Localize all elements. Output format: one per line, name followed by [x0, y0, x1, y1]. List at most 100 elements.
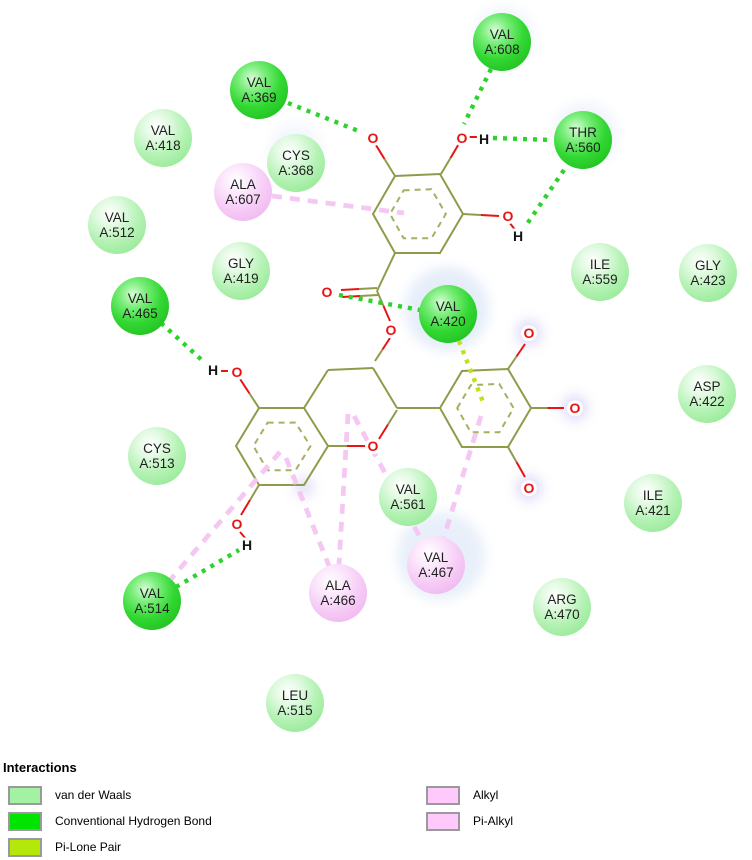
residue-thr-a560[interactable]: THR A:560 — [554, 111, 612, 169]
interactions-legend: Interactions van der Waals Conventional H… — [0, 757, 752, 857]
atom-o[interactable]: O — [229, 361, 246, 383]
residue-val-a465[interactable]: VAL A:465 — [111, 277, 169, 335]
solvent-halo — [562, 395, 588, 421]
hydrogen-bond-line — [159, 321, 206, 364]
atom-o[interactable]: O — [500, 205, 517, 227]
bond — [303, 369, 329, 409]
bond — [376, 252, 396, 292]
residue-label: VAL A:465 — [122, 291, 157, 321]
residue-cys-a368[interactable]: CYS A:368 — [267, 134, 325, 192]
hydrogen-bond-line — [174, 548, 241, 589]
legend-label: Pi-Alkyl — [473, 814, 514, 828]
atom-o[interactable]: O — [319, 281, 336, 303]
bond — [239, 531, 247, 540]
residue-label: ILE A:559 — [582, 257, 617, 287]
benzene-ring — [371, 172, 465, 254]
residue-label: ALA A:466 — [320, 578, 355, 608]
residue-label: CYS A:513 — [139, 441, 174, 471]
residue-cys-a513[interactable]: CYS A:513 — [128, 427, 186, 485]
legend-column-left: van der Waals Conventional Hydrogen Bond P… — [0, 782, 212, 860]
residue-label: GLY A:419 — [223, 256, 258, 286]
legend-item: Alkyl — [418, 782, 513, 808]
residue-val-a561[interactable]: VAL A:561 — [379, 468, 437, 526]
bond — [378, 423, 389, 440]
bond — [515, 343, 526, 358]
bond — [508, 221, 517, 232]
atom-h[interactable]: H — [510, 225, 526, 247]
atom-h[interactable]: H — [239, 534, 255, 556]
atom-o[interactable]: O — [383, 319, 400, 341]
legend-item: van der Waals — [0, 782, 212, 808]
alkyl-interaction-line — [441, 415, 484, 538]
legend-title: Interactions — [3, 760, 77, 775]
residue-leu-a515[interactable]: LEU A:515 — [266, 674, 324, 732]
residue-ala-a607[interactable]: ALA A:607 — [214, 163, 272, 221]
residue-ile-a421[interactable]: ILE A:421 — [624, 474, 682, 532]
residue-val-a418[interactable]: VAL A:418 — [134, 109, 192, 167]
bond — [480, 214, 500, 217]
residue-arg-a470[interactable]: ARG A:470 — [533, 578, 591, 636]
residue-label: VAL A:514 — [134, 586, 170, 616]
bond — [372, 367, 398, 409]
legend-swatch — [426, 785, 460, 805]
legend-item: Conventional Hydrogen Bond — [0, 808, 212, 834]
bond — [381, 337, 391, 351]
atom-o[interactable]: O — [521, 477, 538, 499]
solvent-halo — [516, 320, 542, 346]
atom-o[interactable]: O — [365, 435, 382, 457]
alkyl-interaction-line — [271, 193, 405, 216]
alkyl-interaction-line — [169, 450, 282, 581]
atom-h[interactable]: H — [205, 359, 221, 381]
residue-label: VAL A:561 — [390, 482, 425, 512]
residue-val-a420[interactable]: VAL A:420 — [419, 285, 477, 343]
legend-label: Pi-Lone Pair — [55, 840, 122, 854]
aromatic-inner-ring — [388, 188, 447, 240]
bond — [507, 355, 518, 370]
alkyl-interaction-line — [283, 457, 332, 567]
bond — [382, 305, 391, 322]
atom-o[interactable]: O — [454, 127, 471, 149]
residue-val-a514[interactable]: VAL A:514 — [123, 572, 181, 630]
residue-ala-a466[interactable]: ALA A:466 — [309, 564, 367, 622]
residue-val-a369[interactable]: VAL A:369 — [230, 61, 288, 119]
legend-column-right: Alkyl Pi-Alkyl — [418, 782, 513, 834]
residue-gly-a423[interactable]: GLY A:423 — [679, 244, 737, 302]
legend-swatch — [8, 785, 42, 805]
bond — [327, 367, 374, 371]
atom-h[interactable]: H — [476, 128, 492, 150]
legend-swatch — [8, 837, 42, 857]
atom-o[interactable]: O — [567, 397, 584, 419]
bond — [383, 158, 396, 177]
bond — [240, 499, 251, 516]
bond — [239, 378, 251, 395]
residue-label: CYS A:368 — [278, 148, 313, 178]
legend-swatch — [426, 811, 460, 831]
residue-label: VAL A:420 — [430, 299, 465, 329]
residue-gly-a419[interactable]: GLY A:419 — [212, 242, 270, 300]
hydrogen-bond-line — [525, 168, 566, 226]
legend-label: van der Waals — [55, 788, 132, 802]
residue-label: VAL A:418 — [145, 123, 180, 153]
legend-swatch — [8, 811, 42, 831]
residue-ile-a559[interactable]: ILE A:559 — [571, 243, 629, 301]
benzene-ring — [234, 407, 330, 486]
legend-item: Pi-Lone Pair — [0, 834, 212, 860]
hydrogen-bond-line — [338, 292, 421, 313]
residue-val-a608[interactable]: VAL A:608 — [473, 13, 531, 71]
bond — [387, 409, 398, 426]
residue-val-a467[interactable]: VAL A:467 — [407, 536, 465, 594]
residue-label: VAL A:512 — [99, 210, 134, 240]
residue-label: ILE A:421 — [635, 488, 670, 518]
residue-label: VAL A:467 — [418, 550, 453, 580]
aromatic-inner-ring — [456, 382, 515, 434]
atom-o[interactable]: O — [521, 322, 538, 344]
residue-label: VAL A:369 — [241, 75, 276, 105]
atom-o[interactable]: O — [365, 127, 382, 149]
legend-label: Alkyl — [473, 788, 499, 802]
residue-val-a512[interactable]: VAL A:512 — [88, 196, 146, 254]
bond — [462, 213, 482, 216]
residue-label: THR A:560 — [565, 125, 600, 155]
atom-o[interactable]: O — [229, 513, 246, 535]
residue-asp-a422[interactable]: ASP A:422 — [678, 365, 736, 423]
